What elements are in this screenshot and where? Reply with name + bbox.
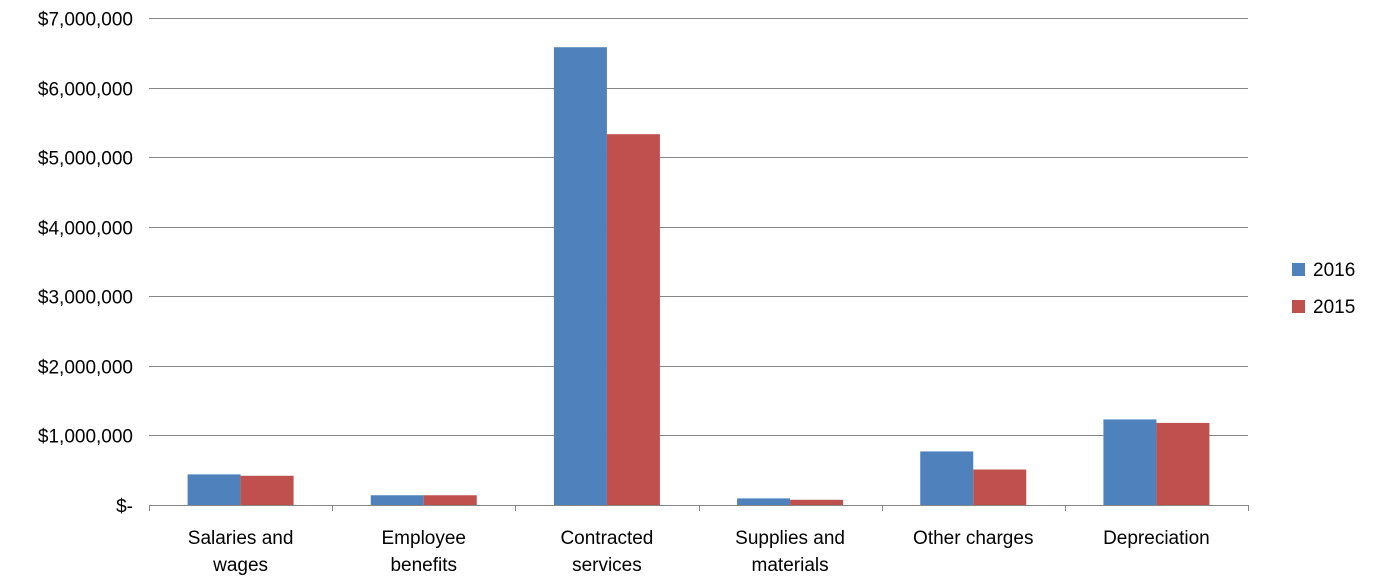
- y-tick-label: $-: [116, 497, 133, 518]
- legend-swatch-2015: [1292, 300, 1305, 313]
- y-axis-tick-labels: $- $1,000,000 $2,000,000 $3,000,000 $4,000,0…: [38, 10, 133, 518]
- bar-2015-4: [973, 469, 1027, 505]
- bar-2016-0: [187, 474, 241, 505]
- bar-2016-2: [553, 47, 607, 505]
- y-tick-label: $6,000,000: [38, 80, 133, 101]
- legend-label: 2016: [1313, 260, 1355, 281]
- bar-2015-3: [790, 499, 844, 505]
- x-category-label: Other charges: [913, 528, 1033, 549]
- bar-2015-0: [240, 475, 294, 505]
- x-category-label: Salaries and: [188, 528, 294, 549]
- x-category-label: Depreciation: [1103, 528, 1210, 549]
- bars: [187, 47, 1210, 506]
- y-tick-label: $4,000,000: [38, 219, 133, 240]
- bar-2015-5: [1156, 422, 1210, 505]
- x-category-label: benefits: [390, 555, 457, 576]
- legend-label: 2015: [1313, 297, 1355, 318]
- y-tick-label: $5,000,000: [38, 149, 133, 170]
- y-tick-label: $2,000,000: [38, 358, 133, 379]
- x-axis: [149, 505, 1249, 511]
- x-category-label: services: [572, 555, 642, 576]
- x-category-label: materials: [752, 555, 829, 576]
- bar-2016-5: [1103, 419, 1157, 505]
- gridlines: [149, 18, 1248, 436]
- bar-2016-4: [920, 451, 974, 505]
- bar-2016-3: [737, 498, 791, 505]
- y-tick-label: $1,000,000: [38, 427, 133, 448]
- x-category-label: Supplies and: [735, 528, 845, 549]
- x-axis-category-labels: Salaries and wages Employee benefits Contrac…: [188, 528, 1210, 576]
- x-category-label: Employee: [382, 528, 467, 549]
- x-category-label: wages: [212, 555, 268, 576]
- legend: 2016 2015: [1292, 260, 1355, 318]
- y-tick-label: $7,000,000: [38, 10, 133, 31]
- bar-2016-1: [370, 495, 424, 505]
- y-tick-label: $3,000,000: [38, 288, 133, 309]
- bar-2015-1: [423, 495, 477, 505]
- legend-swatch-2016: [1292, 263, 1305, 276]
- x-category-label: Contracted: [560, 528, 653, 549]
- bar-2015-2: [606, 134, 660, 506]
